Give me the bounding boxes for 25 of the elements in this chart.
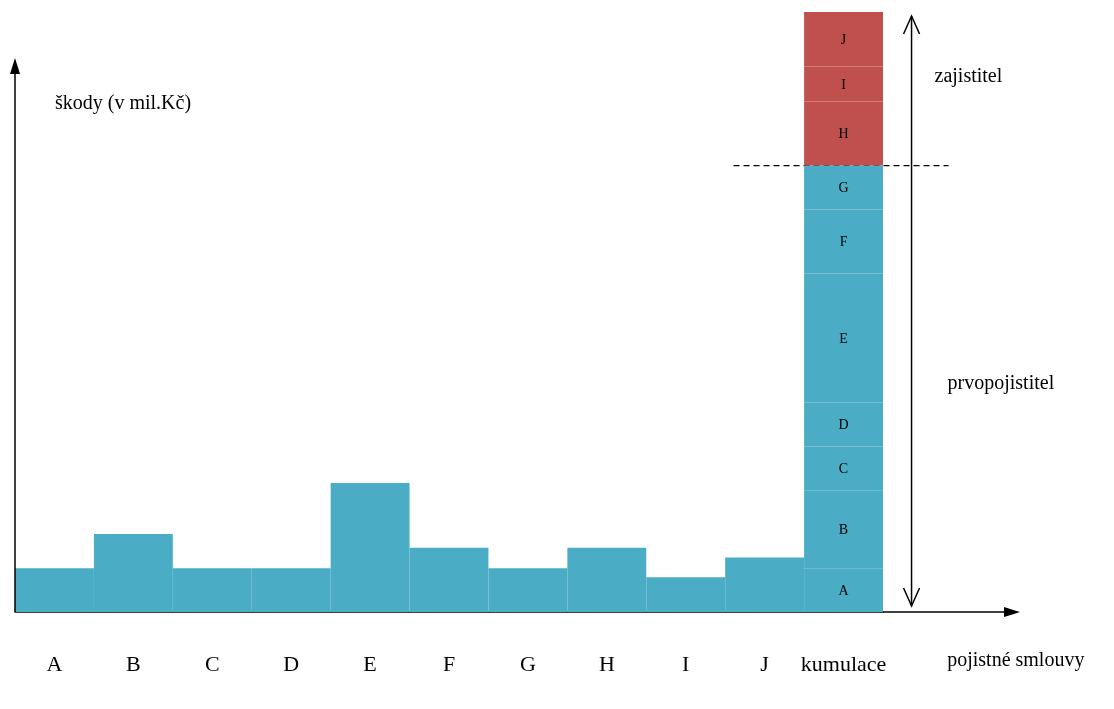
x-tick-label: G xyxy=(519,650,536,676)
series-label: B xyxy=(838,521,849,537)
x-tick-label: F xyxy=(442,650,456,676)
x-tick-label: E xyxy=(363,650,377,676)
series-label: F xyxy=(839,234,848,249)
series-label: H xyxy=(838,126,849,141)
x-tick-label: C xyxy=(204,650,220,676)
text: zajistitel xyxy=(934,64,1003,87)
x-tick-label: I xyxy=(682,650,690,676)
series-label: G xyxy=(838,180,849,195)
series-label: D xyxy=(838,417,849,432)
x-tick-label: A xyxy=(46,650,63,676)
x-tick-label: J xyxy=(760,650,770,676)
x-tick-label: kumulace xyxy=(800,650,887,676)
series-label: I xyxy=(841,76,847,92)
x-tick-label: B xyxy=(126,650,141,676)
series-label: E xyxy=(839,330,848,346)
x-axis-title: pojistné smlouvy xyxy=(947,648,1085,671)
series-label: C xyxy=(838,460,849,476)
series-label: A xyxy=(838,582,850,598)
series-label: J xyxy=(840,31,847,47)
x-tick-label: H xyxy=(598,650,615,676)
y-axis-title: škody (v mil.Kč) xyxy=(55,91,192,114)
text: prvopojistitel xyxy=(947,371,1055,394)
x-tick-label: D xyxy=(283,650,300,676)
